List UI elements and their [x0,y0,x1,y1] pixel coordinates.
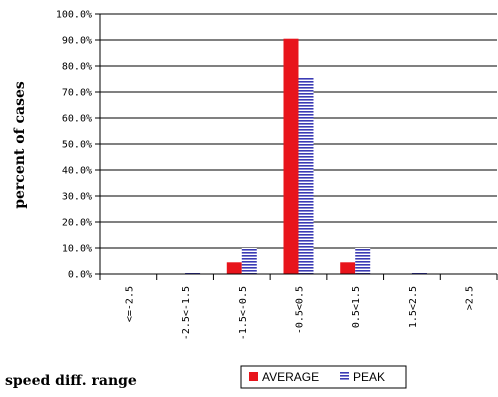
y-tick-label: 90.0% [62,36,92,47]
bar-peak-5 [411,272,427,274]
legend: AVERAGE PEAK [240,365,407,389]
y-tick-label: 10.0% [62,244,92,255]
y-tick-label: 70.0% [62,88,92,99]
y-axis-title: percent of cases [12,81,28,209]
y-tick-label: 40.0% [62,166,92,177]
bar-peak-3 [298,77,314,274]
x-tick-label: <=-2.5 [124,286,135,322]
legend-label-peak: PEAK [353,370,385,384]
bar-average-3 [283,38,299,275]
x-axis-title: speed diff. range [5,373,137,389]
y-tick-label: 20.0% [62,218,92,229]
x-tick-label: -2.5<-1.5 [181,286,192,340]
x-tick-label: -0.5<0.5 [295,286,306,334]
x-tick-label: 1.5<2.5 [408,286,419,328]
legend-label-average: AVERAGE [262,370,319,384]
y-tick-label: 60.0% [62,114,92,125]
y-tick-label: 100.0% [56,10,92,21]
bar-average-2 [226,262,242,274]
y-tick-label: 50.0% [62,140,92,151]
bar-peak-1 [185,272,201,274]
y-tick-label: 0.0% [68,270,92,281]
legend-swatch-peak [340,372,349,381]
legend-box [240,365,407,389]
y-tick-label: 80.0% [62,62,92,73]
bar-peak-2 [241,248,257,274]
x-tick-label: >2.5 [465,286,476,310]
bar-peak-4 [355,248,371,274]
legend-swatch-average [249,372,258,381]
x-tick-label: 0.5<1.5 [351,286,362,328]
x-tick-label: -1.5<-0.5 [238,286,249,340]
bar-average-4 [340,262,356,274]
y-tick-label: 30.0% [62,192,92,203]
